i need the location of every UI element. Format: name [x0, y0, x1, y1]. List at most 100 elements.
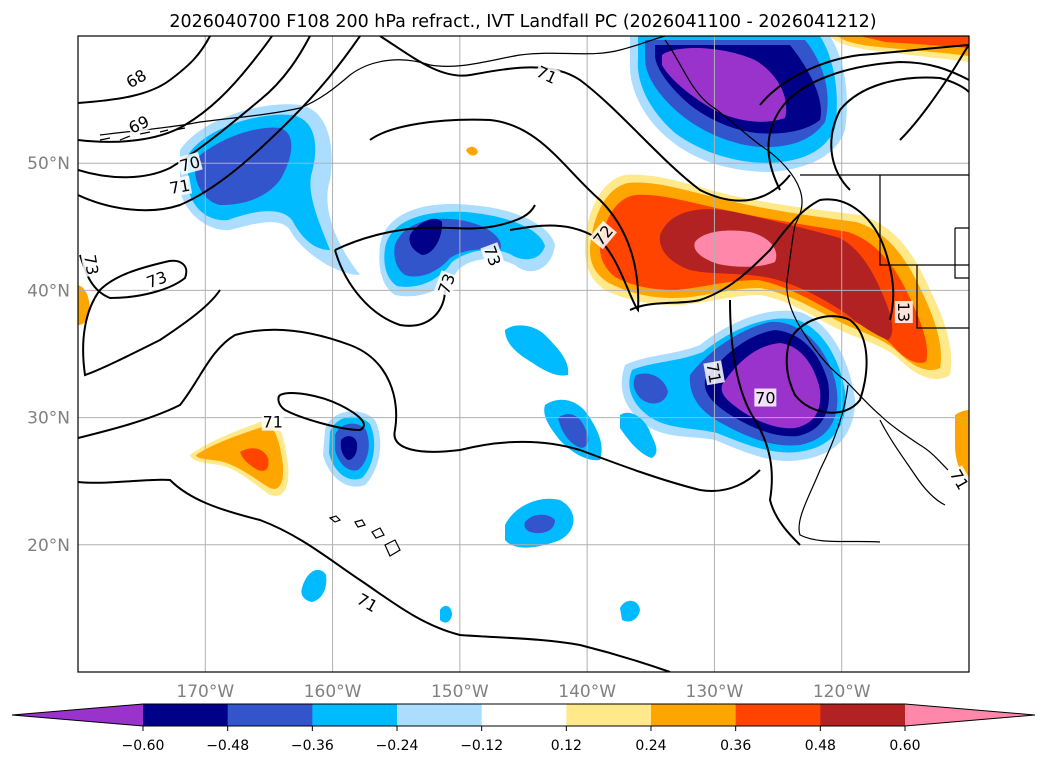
contour-label: 73: [433, 270, 459, 298]
contour-label-text: 71: [168, 176, 191, 198]
latitude-labels: 50°N 40°N 30°N 20°N: [27, 154, 70, 556]
contour-73-west: [79, 254, 221, 377]
contour-label-text: 70: [755, 389, 775, 408]
refractivity-contours: [78, 36, 969, 672]
colorbar-tick-label: 0.12: [551, 738, 582, 754]
colorbar-segment: [820, 704, 906, 726]
colorbar-tick-label: 0.60: [889, 738, 920, 754]
neg-region-small-3: [620, 412, 657, 458]
graticule: [78, 36, 969, 672]
contour-73-central: [334, 204, 536, 327]
alaska-coast: [99, 36, 666, 136]
colorbar-extend-low: [12, 704, 143, 726]
colorbar-segment: [397, 704, 483, 726]
neg-region-small-6: [620, 600, 640, 622]
map-title: 2026040700 F108 200 hPa refract., IVT La…: [169, 12, 876, 32]
contour-label-text: 73: [80, 253, 102, 276]
colorbar-tick-label: −0.36: [291, 738, 334, 754]
contour-label: 70: [754, 388, 777, 408]
neg-region-small-2b: [558, 414, 589, 448]
neg-region-small-1: [505, 325, 569, 376]
colorbar-segment: [566, 704, 652, 726]
colorbar-tick-label: −0.12: [460, 738, 503, 754]
pos-region-tropics-2: [196, 425, 284, 489]
baja-coast: [798, 384, 881, 543]
contour-label-text: 13: [894, 302, 913, 322]
contour-70-loop: [785, 315, 868, 414]
contour-label: 71: [167, 175, 193, 198]
pos-region-tropics-3: [240, 448, 269, 471]
neg-region-california-5: [721, 343, 821, 429]
se-alaska-coast: [664, 39, 803, 226]
contour-72-east: [629, 198, 895, 321]
colorbar-tick-label: −0.24: [376, 738, 419, 754]
contour-label: 71: [261, 412, 284, 432]
colorbar: −0.60 −0.48 −0.36 −0.24 −0.12 0.12 0.24 0.36 0.4…: [11, 703, 1036, 754]
contour-label: 71: [703, 360, 725, 386]
colorbar-segment: [651, 704, 737, 726]
latitude-tick-label: 40°N: [27, 281, 70, 301]
contour-label: 70: [176, 151, 203, 176]
longitude-tick-label: 140°W: [558, 682, 616, 702]
longitude-tick-label: 150°W: [431, 682, 489, 702]
latitude-tick-label: 50°N: [27, 154, 70, 174]
map-frame: [77, 35, 970, 673]
longitude-labels: 170°W 160°W 150°W 140°W 130°W 120°W: [176, 682, 870, 702]
colorbar-segment: [481, 704, 567, 726]
colorbar-segment: [227, 704, 313, 726]
colorbar-segment: [143, 704, 229, 726]
neg-region-small-5: [301, 569, 327, 602]
neg-region-alaska-5: [662, 48, 787, 122]
contour-73-ne: [830, 76, 969, 191]
contour-label: 13: [894, 301, 913, 324]
us-interior-border-2: [916, 265, 969, 329]
aleutian-islands: [99, 127, 186, 141]
colorbar-extend-high: [905, 704, 1035, 726]
gulf-california: [879, 419, 946, 506]
contour-68: [78, 36, 211, 104]
contour-70: [78, 36, 311, 179]
colorbar-segment: [312, 704, 398, 726]
neg-region-hawaii-4: [340, 436, 358, 460]
colorbar-tick-label: −0.48: [206, 738, 249, 754]
contour-label-text: 71: [703, 361, 725, 384]
neg-region-california-6: [633, 373, 668, 404]
pos-region-small-dot: [466, 146, 478, 156]
contour-label-text: 71: [263, 413, 283, 432]
colorbar-tick-label: 0.36: [720, 738, 751, 754]
latitude-tick-label: 30°N: [27, 409, 70, 429]
colorbar-tick-label: −0.60: [122, 738, 165, 754]
hawaii-islands: [328, 515, 401, 557]
longitude-tick-label: 170°W: [176, 682, 234, 702]
pos-region-east-edge: [955, 410, 969, 480]
contour-72-ne: [767, 60, 969, 191]
contour-label-text: 70: [178, 152, 203, 176]
latitude-tick-label: 20°N: [27, 536, 70, 556]
us-interior-border-3: [954, 227, 969, 279]
contour-71-east: [729, 299, 801, 546]
pos-region-top-3: [860, 36, 969, 48]
colorbar-segment: [735, 704, 821, 726]
contour-71-north: [78, 36, 361, 212]
anomaly-shading: [78, 36, 969, 623]
longitude-tick-label: 120°W: [813, 682, 871, 702]
colorbar-tick-label: 0.24: [635, 738, 666, 754]
contour-label: 73: [80, 252, 103, 278]
contour-73-big: [78, 328, 761, 492]
neg-region-small-7: [440, 605, 452, 623]
contour-71-ne: [759, 44, 969, 141]
contour-71-south: [78, 478, 671, 672]
coastlines: [99, 36, 969, 557]
longitude-tick-label: 160°W: [304, 682, 362, 702]
colorbar-tick-label: 0.48: [805, 738, 836, 754]
us-interior-border-1: [879, 175, 969, 266]
contour-69: [78, 36, 273, 143]
longitude-tick-label: 130°W: [686, 682, 744, 702]
contour-71-loop: [379, 36, 791, 202]
us-west-coast: [786, 224, 949, 471]
contour-71-tropic: [277, 392, 365, 432]
